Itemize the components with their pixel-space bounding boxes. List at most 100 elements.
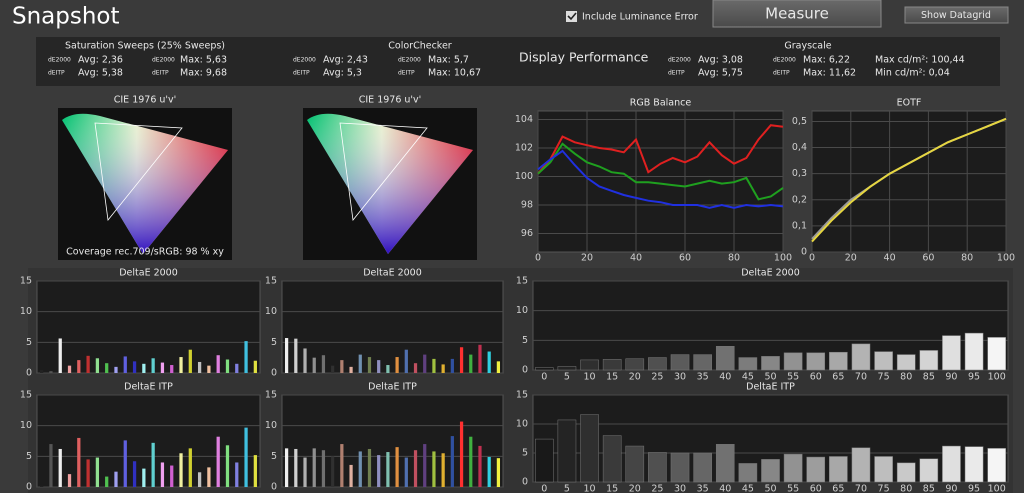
x-tick-label: 85 [923, 372, 935, 383]
y-tick-label: 10 [20, 306, 32, 317]
bar [331, 365, 335, 373]
bar [312, 448, 316, 487]
bar [535, 367, 554, 371]
y-tick-label: 0 [522, 365, 528, 376]
x-tick-label: 100 [997, 253, 1015, 264]
plot-area [36, 280, 261, 374]
series-line [537, 149, 784, 209]
metric-label: dE2000 [48, 57, 71, 64]
bar [331, 456, 335, 487]
bar [715, 444, 735, 483]
bar [40, 369, 44, 373]
x-tick-label: 50 [764, 372, 776, 383]
bar [95, 358, 100, 373]
plot-area [537, 110, 784, 253]
x-tick-label: 95 [968, 484, 980, 493]
y-tick-label: 0,5 [792, 116, 807, 127]
x-tick-label: 30 [674, 484, 686, 493]
bar [207, 365, 211, 373]
y-tick-label: 100 [515, 171, 533, 182]
bar [580, 359, 599, 371]
x-tick-label: 20 [845, 253, 857, 264]
measure-button[interactable] [712, 0, 882, 28]
bar [151, 358, 155, 373]
bar [648, 452, 667, 483]
bar [423, 354, 427, 373]
bar [602, 359, 622, 371]
bar [340, 360, 344, 373]
series-line [537, 142, 784, 201]
bar [386, 452, 390, 487]
chart-title: DeltaE ITP [124, 382, 173, 393]
y-tick-label: 10 [265, 306, 277, 317]
bar [253, 455, 257, 487]
checkbox[interactable] [566, 11, 577, 22]
datagrid-label[interactable]: Show Datagrid [921, 10, 991, 21]
x-tick-label: 20 [581, 253, 593, 264]
datagrid-button[interactable] [904, 6, 1009, 24]
y-tick-label: 10 [516, 419, 528, 430]
y-tick-label: 0 [26, 368, 32, 379]
x-tick-label: 80 [900, 372, 912, 383]
bar [225, 445, 230, 487]
bar [715, 346, 735, 371]
bar [987, 337, 1006, 371]
metric-label: dEITP [668, 70, 685, 77]
y-tick-label: 5 [522, 335, 528, 346]
x-tick-label: 40 [719, 484, 731, 493]
bar [207, 467, 211, 487]
stats-panel [36, 37, 1000, 86]
metric-value: Avg: 5,38 [78, 68, 123, 79]
bar [340, 444, 344, 487]
x-tick-label: 90 [945, 372, 957, 383]
bar [114, 471, 118, 487]
bar [244, 341, 248, 373]
x-tick-label: 35 [697, 484, 709, 493]
bar [829, 456, 848, 483]
x-tick-label: 45 [742, 372, 754, 383]
x-tick-label: 100 [988, 372, 1006, 383]
bar [377, 360, 381, 373]
bar [77, 437, 81, 487]
bar [693, 452, 712, 483]
measure-label[interactable]: Measure [765, 5, 829, 23]
bar [423, 444, 427, 487]
bar [404, 349, 408, 373]
bar [170, 465, 174, 487]
bar [487, 351, 491, 373]
checkbox-label[interactable]: Include Luminance Error [582, 12, 698, 23]
x-tick-label: 55 [787, 484, 799, 493]
bar [367, 448, 372, 487]
bar [602, 435, 622, 483]
target-triangle [339, 122, 428, 221]
chart-title: DeltaE ITP [746, 382, 795, 393]
bar [235, 363, 239, 373]
target-triangle [94, 122, 183, 221]
y-tick-label: 10 [516, 305, 528, 316]
bar [413, 363, 418, 373]
y-tick-label: 0 [522, 477, 528, 488]
x-tick-label: 35 [697, 372, 709, 383]
bar [761, 459, 780, 483]
bar [395, 447, 399, 487]
y-tick-label: 102 [515, 143, 533, 154]
bar [395, 357, 399, 373]
plot-area [281, 394, 504, 488]
y-tick-label: 0 [801, 247, 807, 258]
bar [806, 352, 826, 371]
bar [441, 453, 445, 487]
bar [216, 355, 220, 373]
bar [188, 349, 192, 373]
bar [58, 338, 62, 373]
y-tick-label: 15 [20, 390, 32, 401]
chart-title: EOTF [897, 98, 922, 109]
y-tick-label: 98 [521, 200, 533, 211]
bar [244, 427, 248, 487]
bar [693, 354, 712, 371]
bar [670, 452, 690, 483]
bar [95, 457, 100, 487]
bar [761, 356, 780, 371]
bar [557, 366, 577, 371]
x-tick-label: 40 [630, 253, 642, 264]
